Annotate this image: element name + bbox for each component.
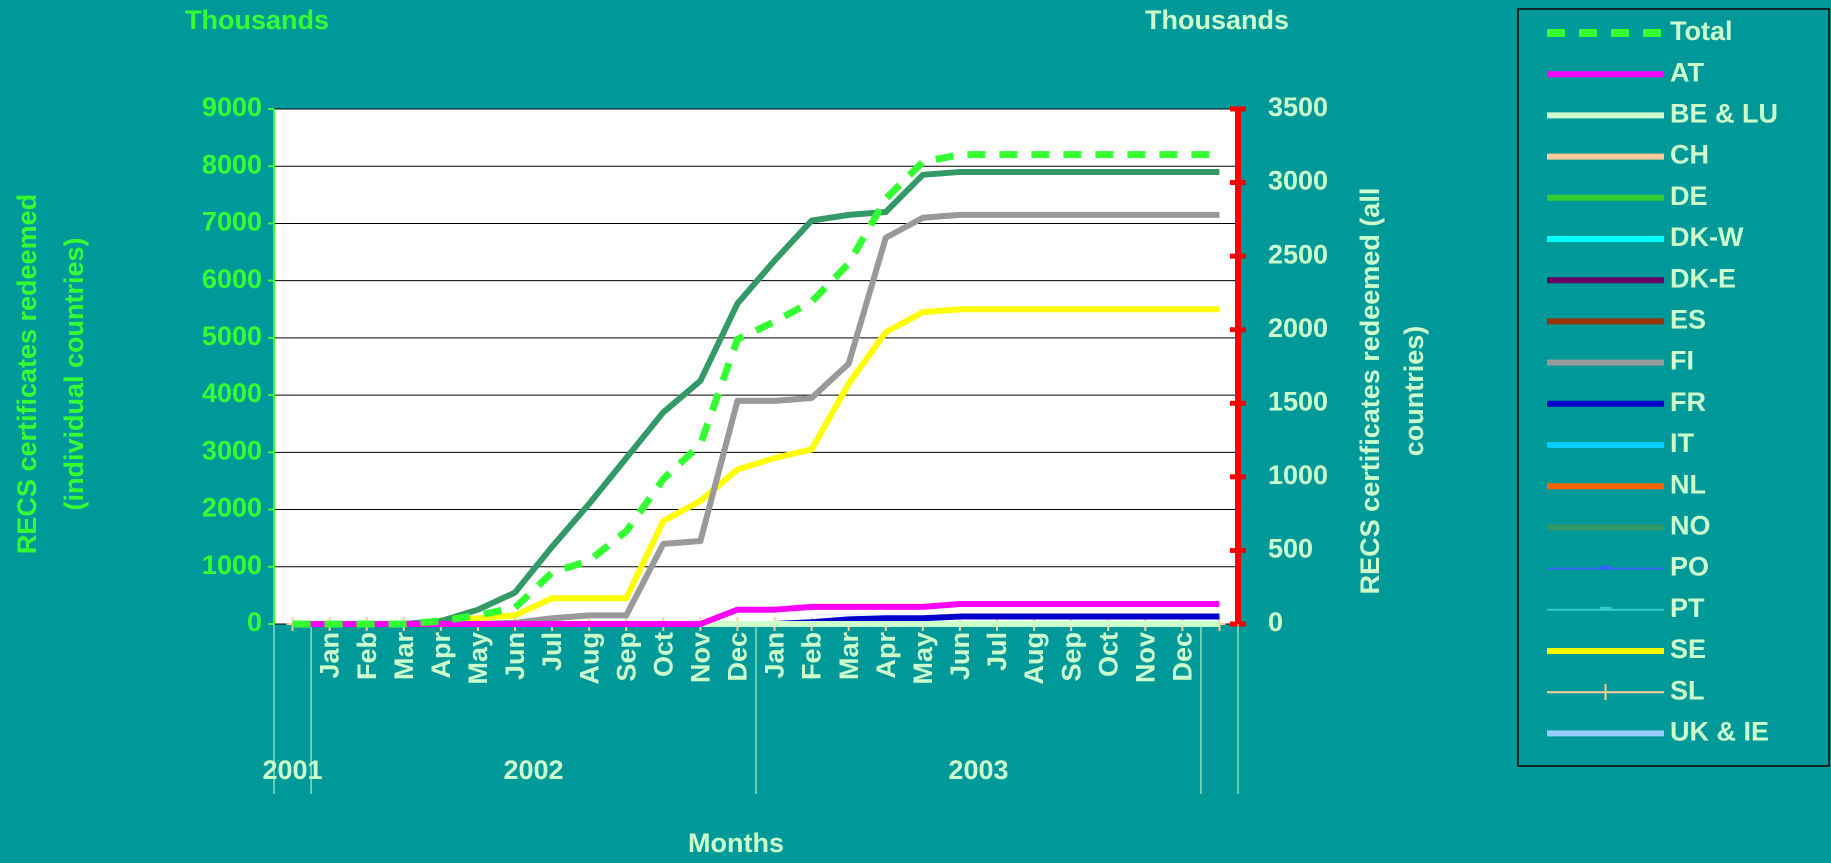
x-group-label: 2001 xyxy=(262,755,322,785)
y-tick-label: 0 xyxy=(247,607,262,637)
x-tick-label: Nov xyxy=(1130,632,1160,683)
legend-label: PT xyxy=(1670,593,1705,623)
x-tick-label: Aug xyxy=(1019,632,1049,684)
legend-label: IT xyxy=(1670,428,1695,458)
y-axis-label: (individual countries) xyxy=(59,237,89,510)
x-group-label: 2003 xyxy=(948,755,1008,785)
x-tick-label: Jan xyxy=(315,632,345,679)
legend-label: NL xyxy=(1670,469,1706,499)
x-tick-label: Oct xyxy=(1093,632,1123,677)
y2-axis-label: RECS certificates redeemed (all xyxy=(1355,188,1385,595)
series-line xyxy=(292,600,1220,627)
x-tick-label: Jul xyxy=(982,632,1012,671)
y-tick-label: 8000 xyxy=(202,149,262,179)
y2-tick-label: 2000 xyxy=(1268,313,1328,343)
x-tick-label: Jun xyxy=(500,632,530,680)
y2-tick-label: 2500 xyxy=(1268,239,1328,269)
y2-axis-label: countries) xyxy=(1399,326,1429,457)
legend-label: PO xyxy=(1670,552,1709,582)
x-tick-label: Jul xyxy=(537,632,567,671)
y-tick-label: 9000 xyxy=(202,92,262,122)
plot-area xyxy=(274,109,1238,624)
x-tick-label: Dec xyxy=(723,632,753,682)
y-tick-label: 5000 xyxy=(202,321,262,351)
legend-marker xyxy=(1599,565,1612,570)
y2-tick-label: 3000 xyxy=(1268,166,1328,196)
legend-label: DE xyxy=(1670,181,1708,211)
y-tick-label: 6000 xyxy=(202,264,262,294)
x-axis-label: Months xyxy=(688,828,784,858)
legend-marker xyxy=(1599,606,1612,611)
y2-tick-label: 500 xyxy=(1268,534,1313,564)
x-tick-label: Mar xyxy=(389,632,419,681)
legend-label: DK-E xyxy=(1670,263,1736,293)
x-tick-label: Dec xyxy=(1168,632,1198,682)
x-tick-label: Sep xyxy=(1056,632,1086,682)
legend-label: SE xyxy=(1670,634,1706,664)
x-tick-label: Feb xyxy=(352,632,382,680)
y-tick-label: 2000 xyxy=(202,493,262,523)
x-tick-label: May xyxy=(463,632,493,685)
y2-tick-label: 1500 xyxy=(1268,386,1328,416)
series-line xyxy=(292,168,1220,627)
x-tick-label: Apr xyxy=(871,632,901,679)
x-tick-label: Mar xyxy=(834,632,864,681)
legend-label: BE & LU xyxy=(1670,99,1778,129)
x-tick-label: May xyxy=(908,632,938,685)
legend-label: AT xyxy=(1670,57,1704,87)
y-tick-label: 3000 xyxy=(202,435,262,465)
legend-label: FR xyxy=(1670,387,1706,417)
x-tick-label: Oct xyxy=(648,632,678,677)
y-tick-label: 7000 xyxy=(202,207,262,237)
legend-label: CH xyxy=(1670,140,1709,170)
left-unit: Thousands xyxy=(185,5,329,35)
series-line xyxy=(292,151,1220,628)
y-tick-label: 4000 xyxy=(202,378,262,408)
y2-tick-label: 3500 xyxy=(1268,92,1328,122)
y-tick-label: 1000 xyxy=(202,550,262,580)
legend-label: SL xyxy=(1670,675,1705,705)
legend-label: FI xyxy=(1670,346,1694,376)
x-tick-label: Feb xyxy=(797,632,827,680)
x-group-label: 2002 xyxy=(503,755,563,785)
x-tick-label: Apr xyxy=(426,632,456,679)
legend-label: Total xyxy=(1670,16,1733,46)
x-tick-label: Sep xyxy=(611,632,641,682)
x-tick-label: Nov xyxy=(686,632,716,683)
legend-label: UK & IE xyxy=(1670,717,1769,747)
legend-label: NO xyxy=(1670,511,1711,541)
legend-label: ES xyxy=(1670,305,1706,335)
y-axis-label: RECS certificates redeemed xyxy=(12,194,42,554)
right-unit: Thousands xyxy=(1145,5,1289,35)
y2-tick-label: 0 xyxy=(1268,607,1283,637)
y2-tick-label: 1000 xyxy=(1268,460,1328,490)
x-tick-label: Jun xyxy=(945,632,975,680)
legend-label: DK-W xyxy=(1670,222,1744,252)
x-tick-label: Aug xyxy=(574,632,604,684)
x-tick-label: Jan xyxy=(760,632,790,679)
legend-box xyxy=(1517,8,1830,767)
